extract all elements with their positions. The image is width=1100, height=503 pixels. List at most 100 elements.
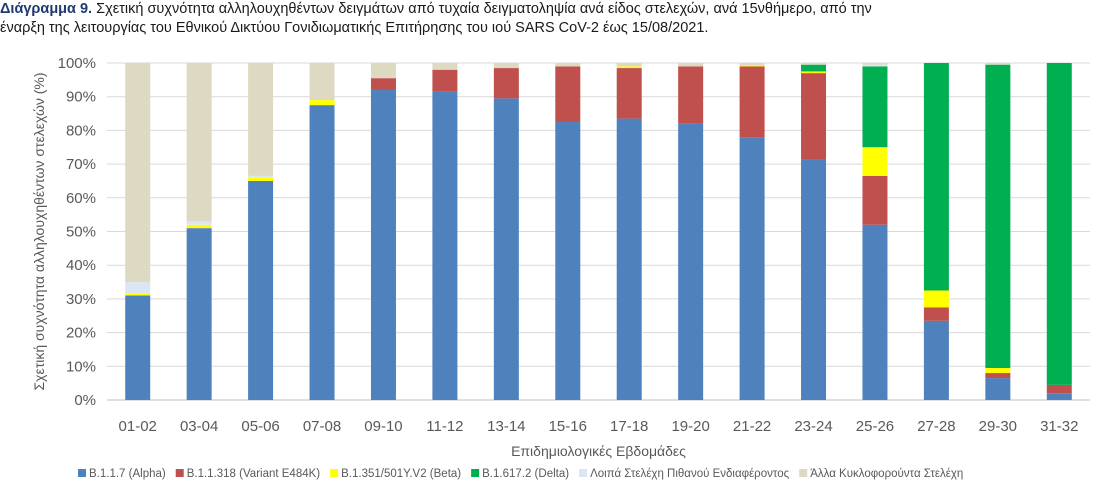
y-tick-label: 40% [66, 257, 96, 274]
bar-segment-1 [923, 307, 949, 321]
legend-swatch-4 [579, 469, 588, 477]
bar-segment-5 [862, 63, 888, 65]
bars [125, 63, 1072, 401]
legend-entry-2: B.1.351/501Y.V2 (Beta) [341, 468, 461, 480]
legend: B.1.1.7 (Alpha) B.1.1.318 (Variant E484K)… [78, 468, 963, 480]
bar-segment-2 [248, 177, 274, 181]
bar-segment-3 [985, 64, 1011, 368]
x-tick-label: 23-24 [794, 418, 832, 435]
y-tick-label: 0% [74, 392, 96, 409]
legend-entry-3: B.1.617.2 (Delta) [482, 468, 569, 480]
bar-segment-0 [985, 378, 1011, 400]
bar-segment-3 [1046, 63, 1072, 385]
bar-segment-2 [739, 65, 765, 67]
bar-segment-5 [125, 63, 151, 283]
x-tick-label: 11-12 [426, 418, 463, 435]
bar-segment-0 [248, 180, 274, 400]
bar-segment-2 [862, 147, 888, 176]
x-tick-label: 03-04 [180, 418, 218, 435]
bar-segment-1 [862, 175, 888, 225]
bar-stack-27-28 [923, 63, 949, 400]
bar-segment-0 [1046, 393, 1072, 400]
bar-segment-5 [555, 63, 581, 67]
bar-stack-09-10 [370, 63, 396, 401]
x-tick-label: 21-22 [733, 418, 771, 435]
legend-swatch-0 [78, 469, 86, 477]
title-line-1: Διάγραμμα 9. Σχετική συχνότητα αλληλουχη… [0, 0, 1100, 19]
x-tick-labels: 01-02 03-04 05-06 07-08 09-10 11-12 13-14 15-16… [119, 418, 1079, 435]
y-axis-title: Σχετική συχνότητα αλληλουχηθέντων στελεχ… [31, 72, 47, 390]
bar-segment-0 [370, 89, 396, 401]
legend-entry-5: Άλλα Κυκλοφορούντα Στελέχη [810, 468, 963, 480]
x-axis-title: Επιδημιολογικές Εβδομάδες [511, 443, 686, 459]
bar-segment-3 [923, 63, 949, 291]
y-tick-label: 100% [58, 55, 96, 72]
bar-segment-0 [678, 123, 704, 400]
bar-segment-4 [248, 175, 274, 178]
bar-stack-21-22 [739, 63, 765, 400]
bar-stack-23-24 [801, 63, 827, 400]
bar-segment-3 [862, 66, 888, 148]
legend-entry-4: Λοιπά Στελέχη Πιθανού Ενδιαφέροντος [590, 468, 790, 480]
bar-stack-11-12 [432, 63, 458, 401]
bar-segment-1 [985, 373, 1011, 379]
bar-segment-5 [739, 63, 765, 66]
bar-segment-0 [862, 224, 888, 400]
legend-swatch-3 [471, 469, 480, 477]
bar-segment-1 [370, 78, 396, 90]
bar-segment-1 [432, 69, 458, 92]
bar-segment-2 [186, 224, 212, 229]
bar-segment-4 [125, 282, 151, 294]
y-tick-label: 60% [66, 190, 96, 207]
bar-segment-1 [616, 68, 642, 119]
x-tick-label: 07-08 [303, 418, 341, 435]
x-tick-label: 29-30 [979, 418, 1017, 435]
bar-stack-15-16 [555, 63, 581, 400]
chart-title: Διάγραμμα 9. Σχετική συχνότητα αλληλουχη… [0, 0, 1100, 38]
bar-segment-5 [309, 63, 335, 101]
bar-segment-1 [801, 73, 827, 160]
y-tick-label: 90% [66, 89, 96, 106]
legend-swatch-5 [799, 469, 808, 477]
x-tick-label: 05-06 [241, 418, 279, 435]
bar-stack-31-32 [1046, 63, 1072, 400]
bar-stack-05-06 [248, 63, 274, 400]
y-tick-labels: 0% 10% 20% 30% 40% 50% 60% 70% 80% 90% 100% [58, 55, 96, 409]
x-tick-label: 19-20 [671, 418, 709, 435]
bar-stack-29-30 [985, 63, 1011, 400]
bar-stack-17-18 [616, 63, 642, 400]
legend-swatch-2 [330, 469, 339, 477]
bar-segment-1 [493, 68, 519, 99]
bar-segment-0 [125, 295, 151, 400]
bar-segment-0 [309, 105, 335, 400]
y-tick-label: 50% [66, 224, 96, 241]
bar-segment-2 [309, 100, 335, 106]
bar-stack-19-20 [678, 63, 704, 400]
bar-segment-5 [678, 63, 704, 67]
bar-segment-1 [555, 66, 581, 122]
bar-segment-5 [493, 63, 519, 69]
bar-segment-2 [801, 71, 827, 74]
x-tick-label: 25-26 [856, 418, 894, 435]
bar-segment-5 [248, 63, 274, 176]
bar-segment-5 [985, 63, 1011, 65]
bar-segment-4 [186, 221, 212, 225]
bar-segment-0 [555, 121, 581, 400]
bar-segment-0 [739, 137, 765, 400]
bar-segment-1 [739, 66, 765, 138]
bar-segment-5 [432, 63, 458, 70]
title-label: Διάγραμμα 9. [0, 1, 93, 17]
title-text-1: Σχετική συχνότητα αλληλουχηθέντων δειγμά… [96, 1, 872, 17]
y-tick-label: 20% [66, 325, 96, 342]
y-tick-label: 80% [66, 122, 96, 139]
bar-segment-2 [125, 293, 151, 296]
y-tick-label: 70% [66, 156, 96, 173]
y-tick-label: 30% [66, 291, 96, 308]
bar-segment-2 [985, 367, 1011, 374]
bar-segment-2 [616, 66, 642, 69]
bar-stack-01-02 [125, 63, 151, 400]
x-tick-label: 31-32 [1040, 418, 1078, 435]
bar-segment-2 [923, 290, 949, 308]
title-line-2: έναρξη της λειτουργίας του Εθνικού Δικτύ… [0, 20, 709, 36]
